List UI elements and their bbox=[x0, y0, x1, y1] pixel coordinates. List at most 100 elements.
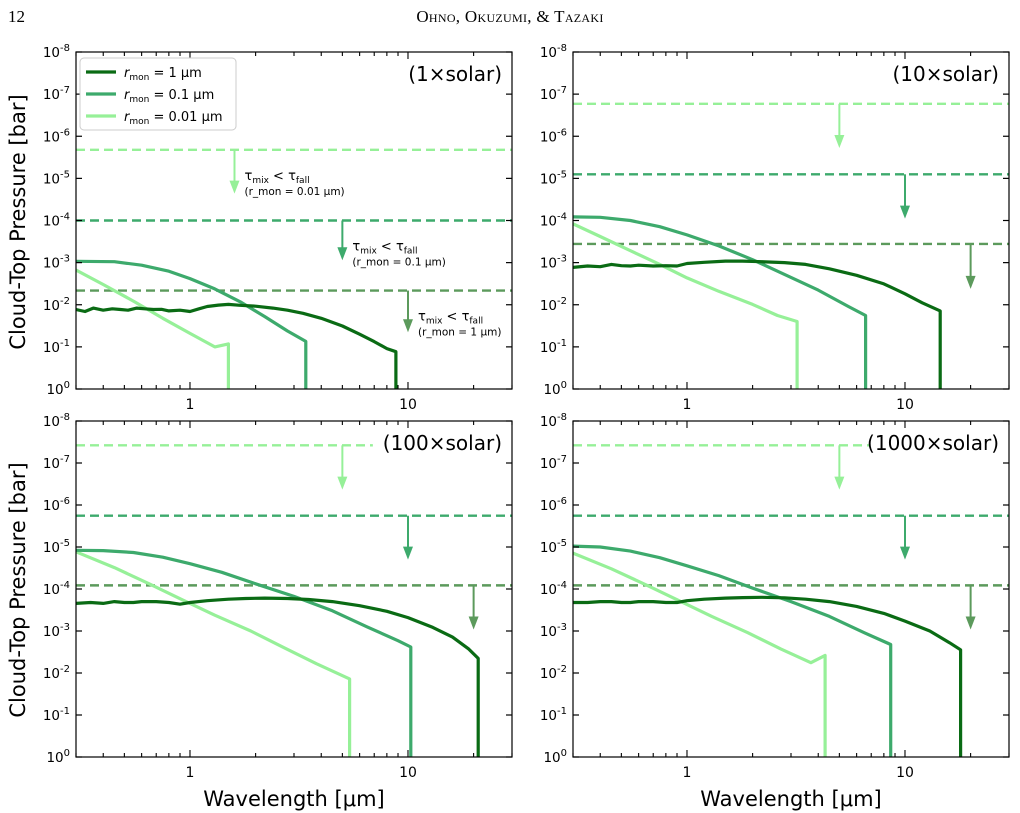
arrow-head bbox=[965, 275, 976, 289]
series-line-r001 bbox=[573, 551, 827, 757]
panel-1: τmix < τfall(r_mon = 0.01 μm)τmix < τfal… bbox=[43, 43, 513, 413]
arrow-head bbox=[899, 205, 910, 219]
panel-2: 10-8 10-7 10-6 10-5 10-4 10-3 10-2 10-1 100 1 10 (1… bbox=[540, 43, 1010, 413]
panel-title: (10×solar) bbox=[892, 62, 999, 86]
annotation-radius: (r_mon = 0.1 μm) bbox=[352, 257, 446, 269]
arrow-head bbox=[337, 476, 348, 490]
y-axis-label-bottom: Cloud-Top Pressure [bar] bbox=[6, 462, 30, 717]
arrow-head bbox=[337, 247, 348, 261]
series-line-r001 bbox=[573, 222, 799, 389]
plot-area bbox=[76, 444, 512, 757]
y-tick-label: 10-8 bbox=[540, 412, 567, 430]
legend-label: rmon = 1 μm bbox=[124, 66, 202, 83]
y-tick-label: 10-4 bbox=[43, 212, 70, 230]
axes-frame bbox=[572, 420, 1010, 758]
y-tick-label: 10-7 bbox=[43, 85, 70, 103]
legend-label: rmon = 0.1 μm bbox=[124, 88, 214, 105]
y-tick-label: 10-4 bbox=[540, 580, 567, 598]
annotation-tau-comparison: τmix < τfall bbox=[244, 169, 309, 186]
y-tick-label: 10-8 bbox=[540, 43, 567, 61]
annotation-radius: (r_mon = 0.01 μm) bbox=[244, 186, 344, 198]
arrow-head bbox=[468, 616, 479, 630]
y-tick-label: 10-7 bbox=[540, 85, 567, 103]
y-tick-label: 10-6 bbox=[43, 127, 70, 145]
series-line-r01 bbox=[76, 259, 308, 389]
y-tick-label: 10-5 bbox=[540, 169, 567, 187]
arrow-head bbox=[229, 180, 240, 194]
x-tick-label: 1 bbox=[186, 397, 195, 413]
y-tick-label: 10-3 bbox=[43, 622, 70, 640]
y-tick-label: 10-3 bbox=[540, 254, 567, 272]
x-tick-label: 10 bbox=[896, 765, 914, 781]
arrow-head bbox=[834, 476, 845, 490]
series-line-r001 bbox=[76, 550, 352, 757]
chart-panels: τmix < τfall(r_mon = 0.01 μm)τmix < τfal… bbox=[43, 43, 1010, 781]
y-tick-label: 10-4 bbox=[43, 580, 70, 598]
y-tick-label: 10-7 bbox=[540, 454, 567, 472]
y-tick-label: 10-5 bbox=[540, 538, 567, 556]
annotation-tau-comparison: τmix < τfall bbox=[418, 310, 483, 327]
arrow-head bbox=[402, 319, 413, 333]
y-tick-label: 10-6 bbox=[43, 496, 70, 514]
y-tick-label: 10-2 bbox=[540, 664, 567, 682]
panel-3: 10-8 10-7 10-6 10-5 10-4 10-3 10-2 10-1 100 1 10 (1… bbox=[43, 412, 513, 781]
y-tick-label: 10-1 bbox=[540, 706, 567, 724]
y-tick-label: 10-5 bbox=[43, 169, 70, 187]
y-tick-label: 10-2 bbox=[540, 296, 567, 314]
y-tick-label: 100 bbox=[46, 748, 70, 766]
series-line-r1 bbox=[573, 595, 963, 757]
series-line-r01 bbox=[573, 215, 868, 389]
y-tick-label: 10-8 bbox=[43, 43, 70, 61]
x-tick-label: 10 bbox=[399, 765, 417, 781]
y-tick-label: 10-8 bbox=[43, 412, 70, 430]
x-tick-label: 1 bbox=[683, 765, 692, 781]
arrow-head bbox=[965, 616, 976, 630]
y-tick-label: 10-3 bbox=[540, 622, 567, 640]
y-tick-label: 10-7 bbox=[43, 454, 70, 472]
running-header-authors: Ohno, Okuzumi, & Tazaki bbox=[416, 7, 604, 26]
y-tick-label: 10-4 bbox=[540, 212, 567, 230]
x-tick-label: 10 bbox=[399, 397, 417, 413]
y-axis-label-top: Cloud-Top Pressure [bar] bbox=[6, 94, 30, 349]
arrow-head bbox=[899, 546, 910, 560]
x-tick-label: 10 bbox=[896, 397, 914, 413]
y-tick-label: 100 bbox=[46, 380, 70, 398]
axes-frame bbox=[572, 51, 1010, 390]
series-line-r01 bbox=[76, 548, 413, 757]
panel-title: (1000×solar) bbox=[867, 431, 999, 455]
axes-frame bbox=[75, 420, 513, 758]
series-line-r001 bbox=[76, 268, 230, 389]
legend-box bbox=[79, 57, 237, 131]
y-tick-label: 10-5 bbox=[43, 538, 70, 556]
annotation-radius: (r_mon = 1 μm) bbox=[418, 327, 501, 339]
plot-area bbox=[76, 148, 512, 389]
x-axis-label-right: Wavelength [μm] bbox=[700, 787, 881, 811]
arrow-head bbox=[402, 546, 413, 560]
y-tick-label: 10-6 bbox=[540, 127, 567, 145]
plot-area bbox=[573, 444, 1009, 757]
panel-4: 10-8 10-7 10-6 10-5 10-4 10-3 10-2 10-1 100 1 10 (1… bbox=[540, 412, 1010, 781]
series-line-r1 bbox=[76, 596, 480, 757]
x-axis-label-left: Wavelength [μm] bbox=[203, 787, 384, 811]
panel-title: (100×solar) bbox=[383, 431, 502, 455]
y-tick-label: 10-2 bbox=[43, 664, 70, 682]
y-tick-label: 10-6 bbox=[540, 496, 567, 514]
y-tick-label: 100 bbox=[543, 380, 567, 398]
y-tick-label: 10-2 bbox=[43, 296, 70, 314]
arrow-head bbox=[834, 134, 845, 148]
page-number: 12 bbox=[8, 7, 25, 26]
x-tick-label: 1 bbox=[186, 765, 195, 781]
legend: rmon = 1 μm rmon = 0.1 μm rmon = 0.01 μm bbox=[79, 57, 237, 131]
x-tick-label: 1 bbox=[683, 397, 692, 413]
series-line-r01 bbox=[573, 544, 893, 757]
legend-label: rmon = 0.01 μm bbox=[124, 110, 223, 127]
y-tick-label: 10-1 bbox=[43, 338, 70, 356]
y-tick-label: 100 bbox=[543, 748, 567, 766]
y-tick-label: 10-3 bbox=[43, 254, 70, 272]
series-line-r1 bbox=[76, 302, 398, 389]
series-line-r1 bbox=[573, 259, 942, 389]
y-tick-label: 10-1 bbox=[540, 338, 567, 356]
page-header: 12 Ohno, Okuzumi, & Tazaki bbox=[0, 0, 1020, 40]
plot-area bbox=[573, 102, 1009, 389]
